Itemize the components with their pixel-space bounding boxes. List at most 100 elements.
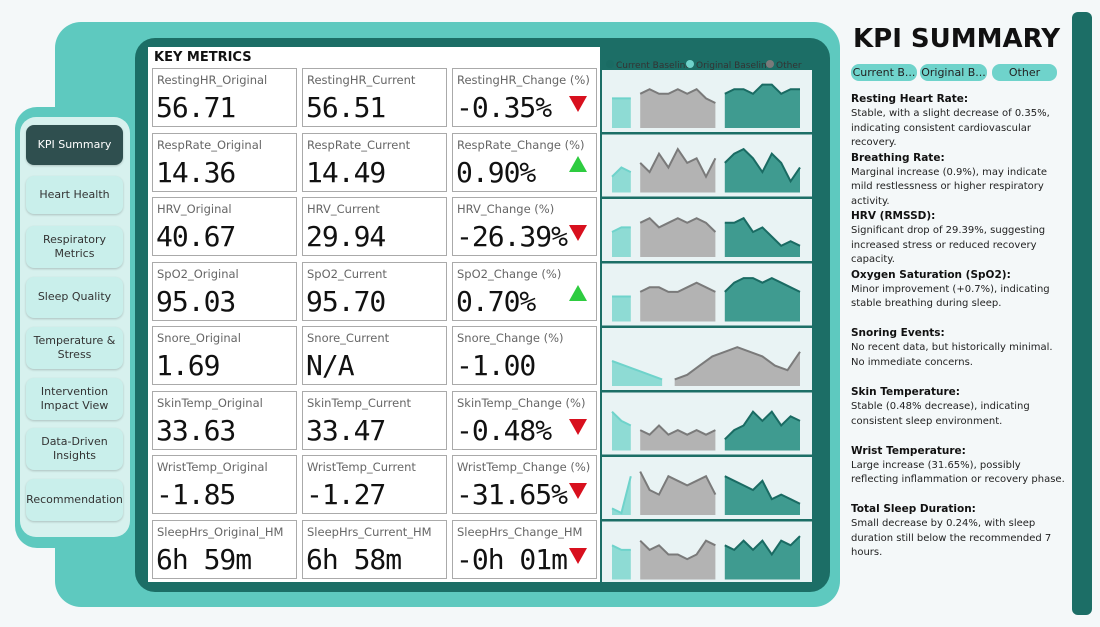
- trend-arrow: [569, 155, 587, 172]
- sparkline-original-area: [612, 296, 631, 322]
- metric-value: -0.48%: [456, 413, 552, 447]
- metric-label: SleepHrs_Original_HM: [157, 524, 284, 539]
- sparkline-current-line: [724, 535, 801, 557]
- metric-card: SpO2_Current 95.70: [302, 261, 447, 321]
- metric-card: Snore_Current N/A: [302, 326, 447, 385]
- sparkline-other-area: [640, 282, 716, 322]
- trend-arrow: [569, 96, 587, 112]
- sparkline-current-area: [724, 84, 800, 128]
- metric-card: SkinTemp_Current 33.47: [302, 390, 447, 450]
- metric-label: Snore_Current: [307, 331, 390, 345]
- section-heading: Breathing Rate:: [851, 151, 945, 164]
- metric-label: WristTemp_Original: [157, 460, 268, 474]
- sparkline-other-line: [639, 281, 716, 293]
- section-heading: HRV (RMSSD):: [851, 210, 936, 223]
- nav-button[interactable]: Recommendation: [26, 479, 123, 521]
- metric-value: -0h 01m: [456, 542, 568, 576]
- legend-label: Current Baseline: [616, 61, 691, 71]
- sparkline-other-area: [640, 89, 716, 128]
- legend-marker: [766, 60, 774, 68]
- metric-card: WristTemp_Change (%) -31.65%: [452, 455, 597, 514]
- trend-arrow: [569, 225, 587, 241]
- sparkline-original-line: [611, 475, 632, 515]
- metric-value: 56.51: [306, 91, 386, 124]
- sparkline-other-line: [639, 87, 716, 104]
- sparkline-current-line: [724, 410, 801, 441]
- sparkline-original-area: [612, 476, 631, 515]
- metric-value: N/A: [306, 349, 355, 382]
- sparkline-other-area: [674, 347, 800, 386]
- metrics-title: KEY METRICS: [154, 50, 252, 65]
- sparkline-original-area: [612, 227, 631, 257]
- legend-button[interactable]: Original B...: [920, 64, 987, 81]
- metric-value: 40.67: [156, 220, 236, 253]
- sparkline-current-line: [724, 475, 801, 505]
- scrollbar[interactable]: [1072, 12, 1092, 615]
- metric-card: SleepHrs_Change_HM -0h 01m: [452, 519, 597, 579]
- nav-button[interactable]: Intervention Impact View: [26, 378, 123, 420]
- metric-value: 14.49: [306, 155, 386, 189]
- metric-card: SleepHrs_Original_HM 6h 59m: [152, 519, 297, 579]
- metric-value: 0.70%: [456, 284, 536, 318]
- metric-card: HRV_Current 29.94: [302, 197, 447, 256]
- metric-value: -1.27: [306, 478, 386, 511]
- legend-label: Original Baseline: [696, 61, 773, 71]
- nav-button[interactable]: Temperature & Stress: [26, 327, 123, 369]
- sparkline-original-line: [611, 544, 631, 551]
- sparkline-other-area: [640, 540, 716, 580]
- metric-value: -26.39%: [456, 220, 568, 253]
- metric-card: Snore_Change (%) -1.00: [452, 326, 597, 385]
- metric-label: RestingHR_Original: [157, 73, 268, 87]
- sparkline-other-line: [674, 346, 801, 381]
- metric-card: RespRate_Original 14.36: [152, 132, 297, 192]
- metric-card: RespRate_Change (%) 0.90%: [452, 132, 597, 192]
- legend-button[interactable]: Current B...: [851, 64, 917, 81]
- metric-card: RestingHR_Current 56.51: [302, 68, 447, 127]
- metric-label: SpO2_Current: [307, 266, 387, 281]
- metric-card: WristTemp_Original -1.85: [152, 455, 297, 514]
- metric-card: SpO2_Original 95.03: [152, 261, 297, 321]
- metric-label: RestingHR_Change (%): [457, 73, 590, 87]
- metric-label: SpO2_Original: [157, 266, 239, 281]
- sparkline-original-area: [612, 545, 631, 580]
- sparkline-original-area: [612, 167, 631, 193]
- metric-label: HRV_Change (%): [457, 202, 555, 216]
- nav-button[interactable]: Heart Health: [26, 176, 123, 214]
- sparkline-other-area: [640, 425, 716, 451]
- metric-card: SleepHrs_Current_HM 6h 58m: [302, 519, 447, 579]
- nav-button[interactable]: KPI Summary: [26, 125, 123, 165]
- trend-arrow: [569, 418, 587, 435]
- legend-label: Other: [776, 61, 802, 71]
- nav-button[interactable]: Respiratory Metrics: [26, 226, 123, 268]
- sparkline-current-line: [724, 216, 801, 248]
- sparkline-other-area: [640, 218, 716, 257]
- metric-label: SkinTemp_Change (%): [457, 395, 586, 410]
- sparkline-current-area: [724, 278, 800, 322]
- sparkline-original-line: [611, 410, 632, 427]
- metric-card: WristTemp_Current -1.27: [302, 455, 447, 514]
- sparkline-current-area: [724, 149, 800, 193]
- trend-arrow: [569, 483, 587, 499]
- section-text: Minor improvement (+0.7%), indicating st…: [851, 283, 1050, 310]
- nav-button[interactable]: Sleep Quality: [26, 277, 123, 318]
- section-heading: Total Sleep Duration:: [851, 503, 976, 516]
- sparkline-original-line: [611, 360, 663, 381]
- metric-card: RespRate_Current 14.49: [302, 132, 447, 192]
- metric-label: Snore_Original: [157, 331, 241, 345]
- metric-label: RespRate_Current: [307, 137, 411, 152]
- legend-button[interactable]: Other: [992, 64, 1057, 81]
- legend-marker: [606, 60, 614, 68]
- metric-value: 6h 59m: [156, 542, 252, 576]
- sparkline-panel: Current Baseline Original Baseline Other: [602, 60, 812, 582]
- sparkline-current-line: [724, 147, 801, 184]
- nav-button[interactable]: Data-Driven Insights: [26, 428, 123, 470]
- metric-label: HRV_Original: [157, 202, 232, 216]
- sparkline-original-line: [611, 226, 631, 233]
- metric-value: 0.90%: [456, 155, 536, 189]
- metric-value: 95.70: [306, 284, 386, 318]
- trend-arrow: [569, 547, 587, 564]
- section-text: Significant drop of 29.39%, suggesting i…: [851, 225, 1046, 266]
- section-heading: Snoring Events:: [851, 327, 945, 340]
- legend-marker: [686, 60, 694, 68]
- sparkline-current-area: [724, 218, 800, 257]
